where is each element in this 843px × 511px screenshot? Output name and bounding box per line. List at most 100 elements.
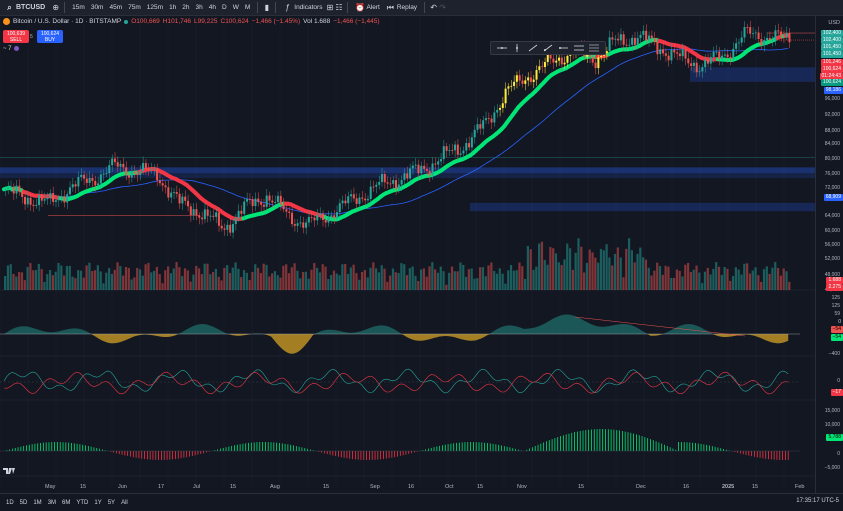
volume-bar [167, 266, 170, 290]
sell-button[interactable]: 100,639 SELL [3, 30, 29, 43]
candle-body [355, 198, 358, 204]
undo-icon[interactable]: ↶ [430, 3, 437, 12]
horizontal-ray-icon[interactable] [557, 43, 569, 53]
interval-w[interactable]: W [232, 4, 239, 11]
volume-bar [521, 266, 524, 290]
candle-body [268, 195, 271, 201]
volume-bar [653, 270, 656, 290]
candle-body [386, 182, 389, 184]
ray-icon[interactable] [542, 43, 554, 53]
interval-d[interactable]: D [222, 4, 227, 11]
candle-body [650, 35, 653, 39]
time-tick-label: 15 [477, 484, 484, 490]
interval-4h[interactable]: 4h [208, 4, 216, 11]
candle-body [203, 209, 206, 220]
candle-body [105, 173, 108, 174]
price-tag: 101,450 [820, 51, 843, 58]
candle-body [80, 174, 83, 178]
symbol-label: BTCUSD [16, 4, 46, 11]
volume-bar [552, 248, 555, 290]
redo-icon[interactable]: ↷ [439, 3, 446, 12]
volume-bar [442, 271, 445, 290]
candle-body [378, 182, 381, 185]
fib-retracement-icon[interactable] [588, 43, 600, 53]
volume-bar [585, 262, 589, 290]
volume-bar [6, 265, 10, 290]
volume-bar [504, 283, 507, 290]
sell-label: SELL [9, 37, 23, 43]
volume-bar [642, 257, 645, 290]
candle-body [721, 55, 724, 60]
parallel-channel-icon[interactable] [573, 43, 585, 53]
price-axis[interactable]: USD 96,000 92,000 88,000 84,000 80,000 76,000… [815, 16, 843, 496]
indicators-toggle[interactable]: ~ 7 [3, 46, 20, 52]
range-3m[interactable]: 3M [47, 499, 57, 506]
price-tick-label: 64,000 [824, 213, 840, 219]
volume-bar [760, 281, 763, 290]
tradingview-logo[interactable] [3, 467, 15, 477]
range-all[interactable]: All [121, 499, 128, 506]
templates-icon[interactable]: ☷ [335, 3, 343, 12]
alert-button[interactable]: ⏰ Alert [352, 3, 382, 12]
replay-button[interactable]: ⏮ Replay [383, 3, 420, 12]
candle-body [763, 40, 766, 46]
candle-body [597, 57, 600, 69]
range-1y[interactable]: 1Y [94, 499, 102, 506]
candle-body [147, 168, 150, 171]
interval-2h[interactable]: 2h [182, 4, 190, 11]
interval-45m[interactable]: 45m [109, 4, 123, 11]
add-compare-icon[interactable]: ⊕ [52, 3, 60, 12]
volume-bar [720, 274, 723, 290]
volume-bar [34, 269, 38, 290]
interval-1h[interactable]: 1h [169, 4, 177, 11]
separator [424, 2, 426, 13]
volume-bar [175, 262, 178, 290]
interval-75m[interactable]: 75m [128, 4, 141, 11]
trend-line-icon[interactable] [527, 43, 539, 53]
volume-bar [189, 281, 192, 290]
range-5y[interactable]: 5Y [107, 499, 116, 506]
volume-bar [136, 267, 139, 290]
time-tick-label: 15 [230, 484, 237, 490]
buy-button[interactable]: 100,624 BUY [37, 30, 63, 43]
volume-bar [757, 275, 760, 290]
volume-bar [307, 278, 310, 290]
candle-body [201, 217, 204, 220]
candle-body [439, 159, 442, 162]
volume-bar [369, 267, 372, 290]
interval-125m[interactable]: 125m [146, 4, 164, 11]
candle-body [521, 80, 524, 84]
osc1-tick-label: 59 [834, 311, 840, 317]
candle-body [248, 199, 251, 200]
clock[interactable]: 17:35:17 UTC-5 [796, 498, 839, 504]
volume-bar [65, 266, 69, 290]
indicators-button[interactable]: ƒ Indicators [280, 3, 325, 12]
interval-30m[interactable]: 30m [90, 4, 104, 11]
range-ytd[interactable]: YTD [76, 499, 89, 506]
separator [275, 2, 277, 13]
range-1d[interactable]: 1D [6, 499, 14, 506]
candle-body [206, 209, 209, 216]
range-6m[interactable]: 6M [62, 499, 71, 506]
range-5d[interactable]: 5D [19, 499, 28, 506]
volume-bar [172, 268, 175, 290]
interval-3h[interactable]: 3h [195, 4, 203, 11]
horizontal-line-icon[interactable] [496, 43, 508, 53]
interval-15m[interactable]: 15m [72, 4, 85, 11]
volume-bar [439, 266, 442, 290]
range-group: 1D 5D 1M 3M 6M YTD 1Y 5Y All [3, 500, 131, 506]
layout-icon[interactable]: ⊞ [326, 3, 334, 12]
interval-m[interactable]: M [244, 4, 251, 11]
range-1m[interactable]: 1M [33, 499, 42, 506]
symbol-search[interactable]: ⌕ BTCUSD [3, 3, 51, 12]
currency-label[interactable]: USD [828, 20, 840, 26]
vertical-line-icon[interactable] [511, 43, 523, 53]
volume-bar [178, 267, 181, 290]
price-chart[interactable] [0, 16, 815, 496]
candle-body [215, 212, 218, 217]
volume-bar [625, 248, 628, 290]
volume-bar [594, 257, 597, 290]
candle-body [97, 183, 100, 186]
volume-bar [695, 265, 698, 290]
bar-style-icon[interactable]: ▮ [264, 3, 269, 12]
